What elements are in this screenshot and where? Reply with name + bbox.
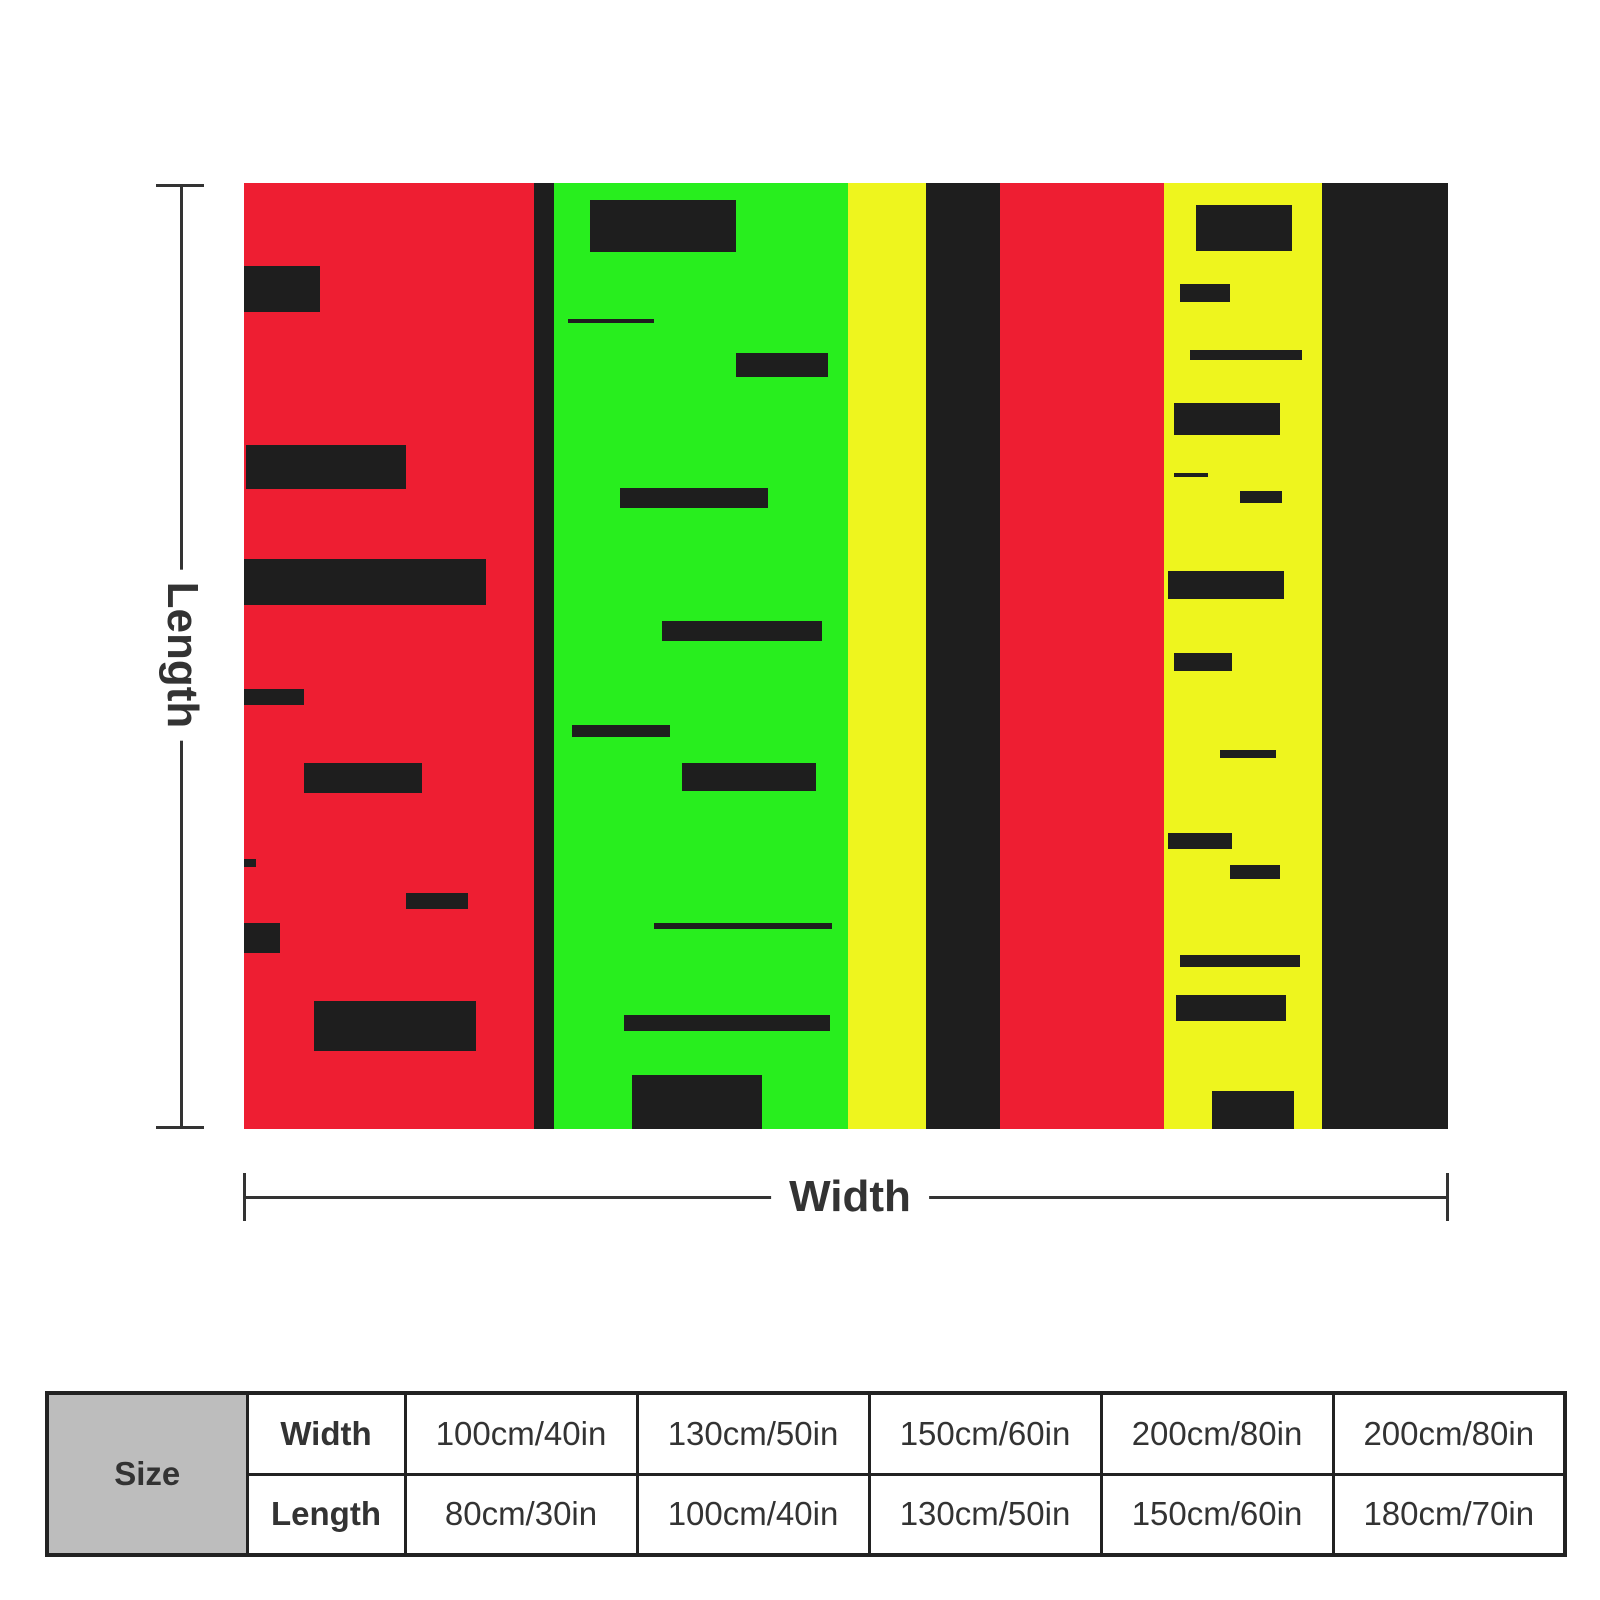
pattern-dash (1212, 1091, 1294, 1129)
pattern-dash (682, 763, 816, 791)
width-label: Width (771, 1175, 929, 1219)
pattern-dash (632, 1075, 762, 1129)
pattern-dash (1174, 403, 1280, 435)
table-cell: 200cm/80in (1099, 1391, 1335, 1476)
size-table: Size Width 100cm/40in 130cm/50in 150cm/6… (45, 1391, 1567, 1557)
pattern-dash (406, 893, 468, 909)
blanket-pattern (244, 183, 1448, 1129)
pattern-dash (244, 559, 486, 605)
pattern-dash (314, 1001, 476, 1051)
pattern-dash (1174, 473, 1208, 477)
table-row: Size Width 100cm/40in 130cm/50in 150cm/6… (45, 1391, 1567, 1557)
pattern-dash (1168, 833, 1232, 849)
row-label-length: Length (245, 1472, 407, 1557)
table-cell: 180cm/70in (1331, 1472, 1567, 1557)
pattern-dash (1240, 491, 1282, 503)
pattern-dash (1230, 865, 1280, 879)
pattern-dash (1180, 955, 1300, 967)
pattern-dash (1220, 750, 1276, 758)
pattern-dash (244, 266, 320, 312)
row-label-width: Width (245, 1391, 407, 1476)
pattern-dash (244, 859, 256, 867)
table-cell: 100cm/40in (635, 1472, 871, 1557)
size-header: Size (45, 1391, 249, 1557)
length-label: Length (158, 569, 207, 741)
pattern-dash (246, 445, 406, 489)
table-cell: 150cm/60in (867, 1391, 1103, 1476)
pattern-dash (662, 621, 822, 641)
pattern-dash (244, 923, 280, 953)
pattern-dash (304, 763, 422, 793)
pattern-dash (1174, 653, 1232, 671)
black-stripe-middle (926, 183, 1002, 1129)
pattern-dash (568, 319, 654, 323)
table-row: Length 80cm/30in 100cm/40in 130cm/50in 1… (47, 1472, 1567, 1557)
pattern-dash (1196, 205, 1292, 251)
pattern-dash (572, 725, 670, 737)
table-cell: 130cm/50in (635, 1391, 871, 1476)
table-cell: 150cm/60in (1099, 1472, 1335, 1557)
black-divider-line (534, 183, 554, 1129)
pattern-dash (1176, 995, 1286, 1021)
black-stripe-right (1322, 183, 1448, 1129)
pattern-dash (1180, 284, 1230, 302)
pattern-dash (620, 488, 768, 508)
table-cell: 130cm/50in (867, 1472, 1103, 1557)
red-stripe-right (1000, 183, 1166, 1129)
red-stripe-left (244, 183, 536, 1129)
yellow-stripe-narrow (848, 183, 928, 1129)
pattern-dash (1190, 350, 1302, 360)
pattern-dash (736, 353, 828, 377)
pattern-dash (244, 689, 304, 705)
table-cell: 100cm/40in (403, 1391, 639, 1476)
pattern-dash (590, 200, 736, 252)
green-stripe (554, 183, 850, 1129)
pattern-dash (654, 923, 832, 929)
table-cell: 80cm/30in (403, 1472, 639, 1557)
pattern-dash (1168, 571, 1284, 599)
pattern-dash (624, 1015, 830, 1031)
table-cell: 200cm/80in (1331, 1391, 1567, 1476)
